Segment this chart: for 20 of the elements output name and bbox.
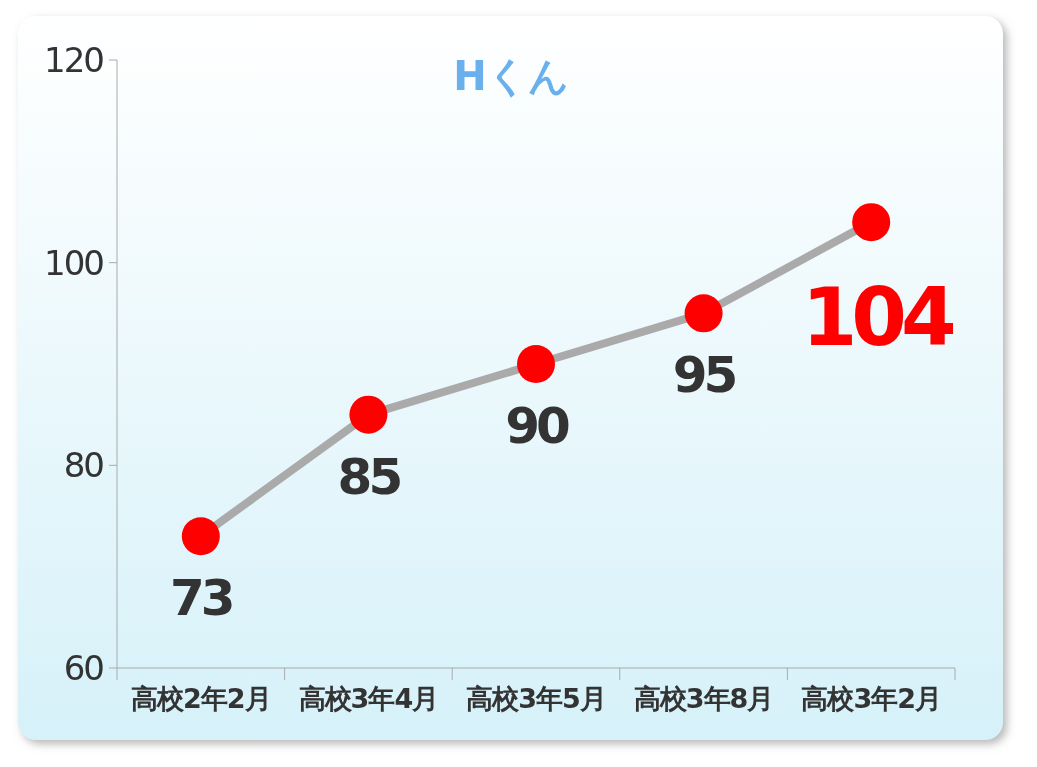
x-tick-label: 高校3年8月 bbox=[633, 682, 774, 714]
data-label: 90 bbox=[505, 397, 569, 455]
data-label: 85 bbox=[337, 447, 401, 506]
x-tick-label: 高校3年5月 bbox=[466, 682, 606, 714]
y-tick-label: 80 bbox=[63, 445, 104, 486]
point bbox=[517, 345, 555, 383]
x-tick-label: 高校3年2月 bbox=[801, 682, 941, 714]
point bbox=[349, 395, 388, 434]
x-tick-label: 高校2年2月 bbox=[131, 682, 271, 714]
data-label: 104 bbox=[801, 270, 954, 364]
chart-title: Hくん bbox=[453, 53, 569, 99]
data-label: 73 bbox=[170, 569, 232, 628]
y-tick-label: 100 bbox=[44, 242, 104, 283]
data-label: 95 bbox=[672, 346, 736, 405]
x-tick-label: 高校3年4月 bbox=[298, 682, 439, 714]
point bbox=[684, 294, 723, 333]
point bbox=[852, 203, 891, 242]
y-tick-label: 120 bbox=[44, 40, 104, 80]
y-tick-label: 60 bbox=[63, 648, 104, 688]
point bbox=[181, 517, 220, 556]
